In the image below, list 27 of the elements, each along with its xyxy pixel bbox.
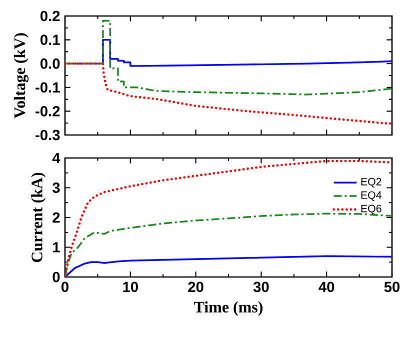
legend-label: EQ2 <box>361 178 382 188</box>
y-tick-label: 3 <box>52 182 60 193</box>
line-series <box>64 255 392 277</box>
y-tick-label: 2 <box>52 212 60 223</box>
line-series <box>64 62 392 125</box>
y-tick-label: -0.1 <box>36 82 60 93</box>
y-axis-title: Current (kA) <box>31 172 46 262</box>
x-axis-title: Time (ms) <box>194 301 263 316</box>
line-series <box>64 20 392 96</box>
x-tick-label: 40 <box>318 282 334 292</box>
y-tick-label: 0.0 <box>40 58 60 69</box>
y-tick-label: 0 <box>52 272 60 282</box>
y-tick-label: 4 <box>52 152 60 164</box>
y-tick-label: -0.3 <box>36 130 60 140</box>
legend-label: EQ4 <box>361 191 382 201</box>
x-tick-label: 20 <box>188 282 204 292</box>
line-series <box>64 212 392 277</box>
y-axis-title: Voltage (kV) <box>14 33 29 118</box>
legend-label: EQ6 <box>361 204 382 214</box>
x-tick-label: 0 <box>62 282 68 292</box>
x-tick-label: 30 <box>253 282 269 292</box>
y-tick-label: 0.1 <box>40 34 60 45</box>
y-tick-label: -0.2 <box>36 106 60 116</box>
x-tick-label: 10 <box>123 282 138 292</box>
y-tick-label: 0.2 <box>40 10 60 22</box>
x-tick-label: 50 <box>384 282 400 292</box>
y-tick-label: 1 <box>53 242 60 252</box>
